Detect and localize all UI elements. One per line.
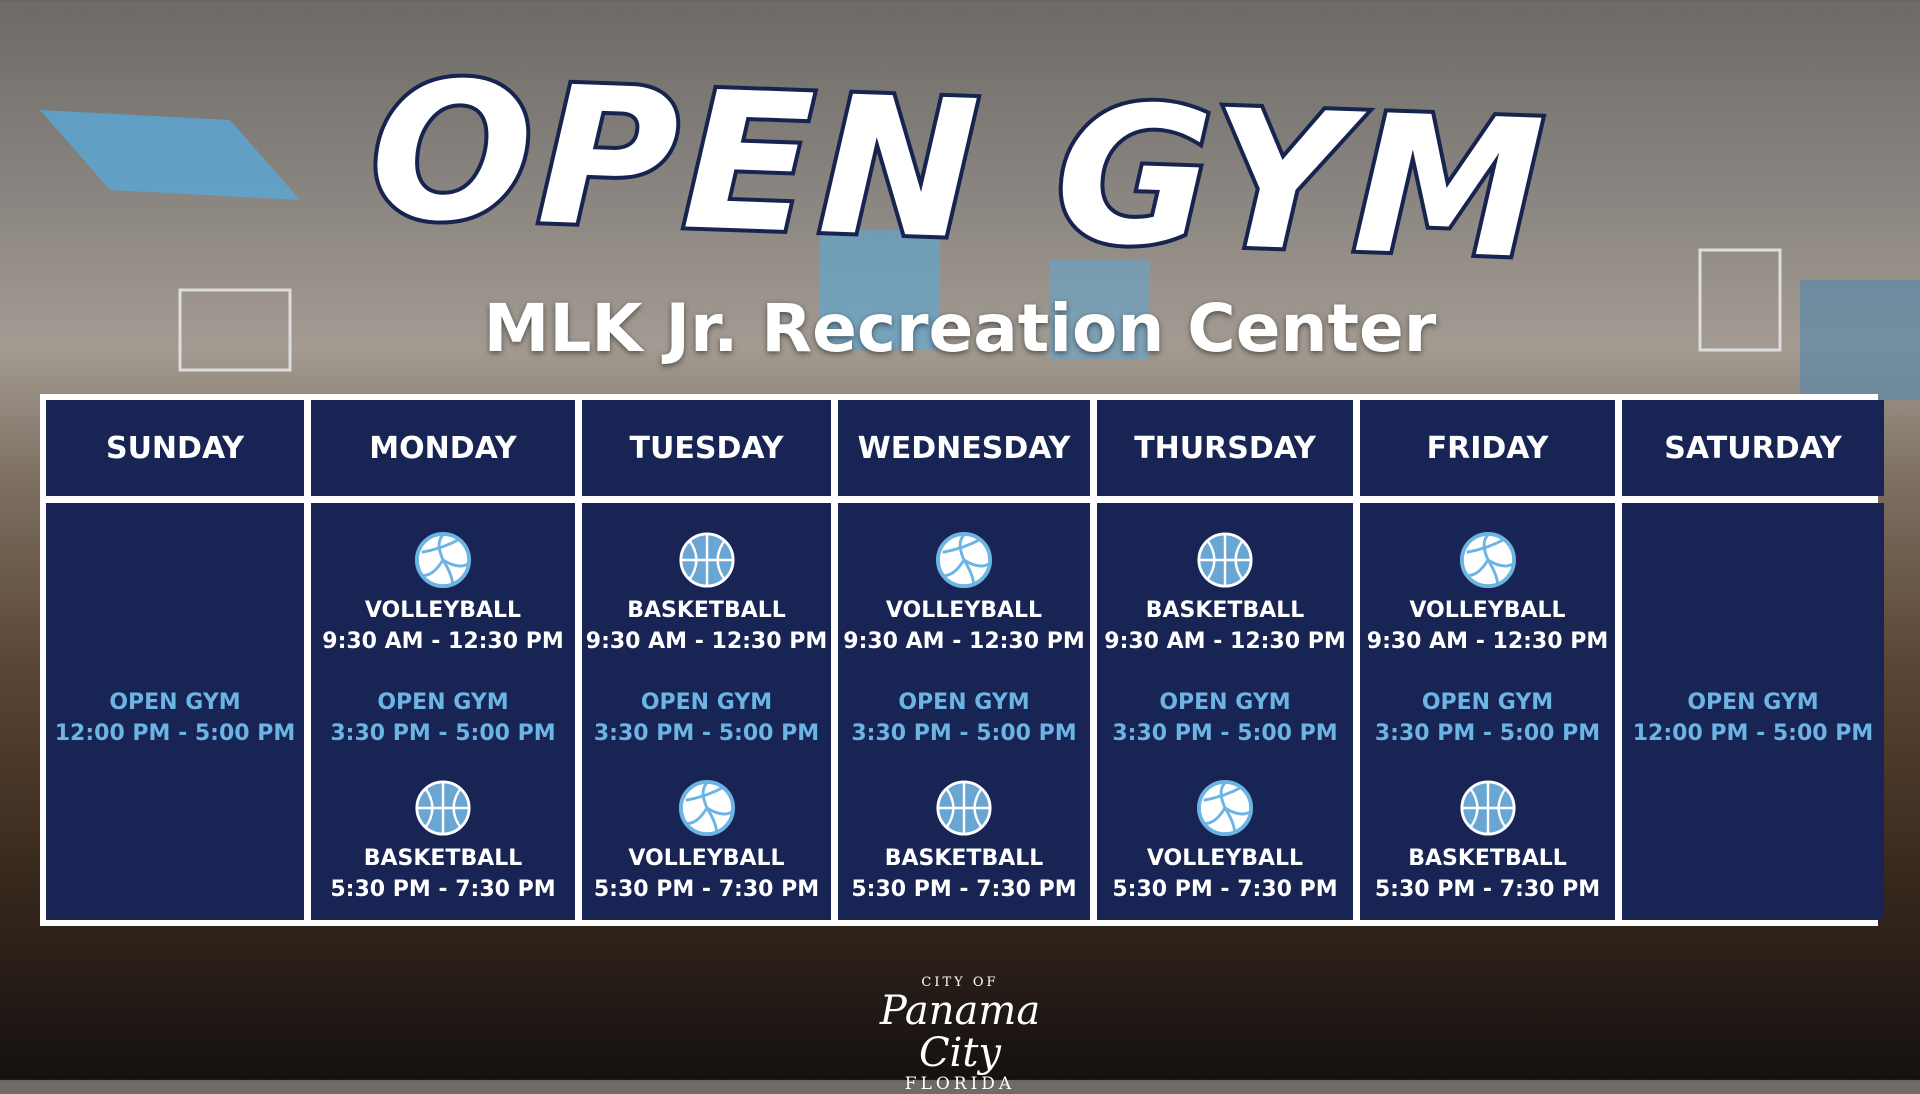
session-time: 9:30 AM - 12:30 PM xyxy=(585,629,828,654)
basketball-icon xyxy=(838,779,1090,837)
city-logo: CITY OF Panama City FLORIDA xyxy=(840,975,1080,1094)
day-header-monday: MONDAY xyxy=(311,400,575,496)
session-second: BASKETBALL 5:30 PM - 7:30 PM xyxy=(838,779,1090,905)
session-time: 3:30 PM - 5:00 PM xyxy=(851,721,1077,746)
session-time: 9:30 AM - 12:30 PM xyxy=(843,629,1085,654)
session-label: BASKETBALL xyxy=(884,846,1044,871)
session-time: 9:30 AM - 12:30 PM xyxy=(322,629,564,654)
session-time: 12:00 PM - 5:00 PM xyxy=(54,721,296,746)
day-cell: BASKETBALL 9:30 AM - 12:30 PM OPEN GYM 3:30… xyxy=(582,503,831,920)
session-first: BASKETBALL 9:30 AM - 12:30 PM xyxy=(582,531,831,657)
session-open-gym: OPEN GYM 3:30 PM - 5:00 PM xyxy=(582,687,831,749)
session-time: 9:30 AM - 12:30 PM xyxy=(1366,629,1609,654)
session-time: 5:30 PM - 7:30 PM xyxy=(1374,877,1601,902)
session-label: OPEN GYM xyxy=(898,690,1030,715)
session-label: OPEN GYM xyxy=(377,690,509,715)
session-second: BASKETBALL 5:30 PM - 7:30 PM xyxy=(1360,779,1615,905)
session-open-gym: OPEN GYM 3:30 PM - 5:00 PM xyxy=(838,687,1090,749)
day-header-wednesday: WEDNESDAY xyxy=(838,400,1090,496)
day-cell: OPEN GYM 12:00 PM - 5:00 PM xyxy=(1622,503,1884,920)
schedule-table: SUNDAY MONDAY TUESDAY WEDNESDAY THURSDAY FRID… xyxy=(40,394,1884,926)
volleyball-icon xyxy=(1097,779,1353,837)
session-second: BASKETBALL 5:30 PM - 7:30 PM xyxy=(311,779,575,905)
session-time: 3:30 PM - 5:00 PM xyxy=(330,721,556,746)
day-header-thursday: THURSDAY xyxy=(1097,400,1353,496)
day-cell: VOLLEYBALL 9:30 AM - 12:30 PM OPEN GYM 3:30… xyxy=(311,503,575,920)
basketball-icon xyxy=(1360,779,1615,837)
session-time: 5:30 PM - 7:30 PM xyxy=(1112,877,1338,902)
session-label: VOLLEYBALL xyxy=(364,598,522,623)
session-first: VOLLEYBALL 9:30 AM - 12:30 PM xyxy=(311,531,575,657)
session-open-gym: OPEN GYM 3:30 PM - 5:00 PM xyxy=(311,687,575,749)
session-first: BASKETBALL 9:30 AM - 12:30 PM xyxy=(1097,531,1353,657)
day-header-friday: FRIDAY xyxy=(1360,400,1615,496)
day-header-sunday: SUNDAY xyxy=(46,400,304,496)
session-second: VOLLEYBALL 5:30 PM - 7:30 PM xyxy=(582,779,831,905)
day-cell: BASKETBALL 9:30 AM - 12:30 PM OPEN GYM 3:30… xyxy=(1097,503,1353,920)
session-first: VOLLEYBALL 9:30 AM - 12:30 PM xyxy=(1360,531,1615,657)
day-cell: VOLLEYBALL 9:30 AM - 12:30 PM OPEN GYM 3:30… xyxy=(838,503,1090,920)
volleyball-icon xyxy=(1360,531,1615,589)
volleyball-icon xyxy=(582,779,831,837)
basketball-icon xyxy=(311,779,575,837)
day-header-tuesday: TUESDAY xyxy=(582,400,831,496)
session-open-gym: OPEN GYM 12:00 PM - 5:00 PM xyxy=(46,687,304,749)
logo-line-1: CITY OF xyxy=(921,975,999,990)
session-label: BASKETBALL xyxy=(1145,598,1305,623)
session-time: 12:00 PM - 5:00 PM xyxy=(1632,721,1874,746)
day-cell: OPEN GYM 12:00 PM - 5:00 PM xyxy=(46,503,304,920)
session-label: OPEN GYM xyxy=(109,690,241,715)
session-first: VOLLEYBALL 9:30 AM - 12:30 PM xyxy=(838,531,1090,657)
session-label: VOLLEYBALL xyxy=(885,598,1043,623)
day-header-saturday: SATURDAY xyxy=(1622,400,1884,496)
basketball-icon xyxy=(582,531,831,589)
session-open-gym: OPEN GYM 3:30 PM - 5:00 PM xyxy=(1360,687,1615,749)
page-subtitle: MLK Jr. Recreation Center xyxy=(483,290,1437,367)
session-label: BASKETBALL xyxy=(1408,846,1567,871)
session-second: VOLLEYBALL 5:30 PM - 7:30 PM xyxy=(1097,779,1353,905)
gym-background xyxy=(40,110,1920,400)
session-time: 5:30 PM - 7:30 PM xyxy=(851,877,1077,902)
session-time: 5:30 PM - 7:30 PM xyxy=(593,877,820,902)
volleyball-icon xyxy=(311,531,575,589)
session-label: OPEN GYM xyxy=(1687,690,1819,715)
session-label: OPEN GYM xyxy=(1159,690,1291,715)
session-label: BASKETBALL xyxy=(627,598,786,623)
session-time: 3:30 PM - 5:00 PM xyxy=(1112,721,1338,746)
session-time: 9:30 AM - 12:30 PM xyxy=(1104,629,1346,654)
session-time: 3:30 PM - 5:00 PM xyxy=(1374,721,1601,746)
session-label: OPEN GYM xyxy=(1421,690,1554,715)
day-cell: VOLLEYBALL 9:30 AM - 12:30 PM OPEN GYM 3:30… xyxy=(1360,503,1615,920)
session-label: BASKETBALL xyxy=(363,846,523,871)
logo-line-2: Panama City xyxy=(879,988,1041,1076)
session-open-gym: OPEN GYM 3:30 PM - 5:00 PM xyxy=(1097,687,1353,749)
session-label: VOLLEYBALL xyxy=(1409,598,1566,623)
basketball-icon xyxy=(1097,531,1353,589)
logo-line-3: FLORIDA xyxy=(904,1074,1016,1094)
session-time: 3:30 PM - 5:00 PM xyxy=(593,721,820,746)
session-label: VOLLEYBALL xyxy=(628,846,785,871)
session-label: OPEN GYM xyxy=(640,690,773,715)
session-label: VOLLEYBALL xyxy=(1146,846,1304,871)
volleyball-icon xyxy=(838,531,1090,589)
session-time: 5:30 PM - 7:30 PM xyxy=(330,877,556,902)
session-open-gym: OPEN GYM 12:00 PM - 5:00 PM xyxy=(1622,687,1884,749)
